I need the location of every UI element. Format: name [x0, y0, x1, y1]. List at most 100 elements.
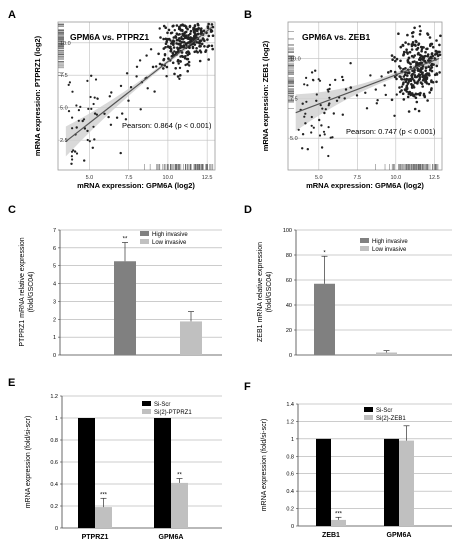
data-point	[162, 47, 166, 50]
data-point	[175, 38, 179, 42]
bars	[314, 283, 397, 355]
y-tick-label: 5.0	[60, 106, 68, 112]
y-tick-labels: 0 0.2 0.4 0.6 0.8 1 1.2	[50, 394, 58, 532]
data-point	[194, 33, 198, 37]
data-point	[405, 84, 409, 88]
y-tick-label: 1.2	[286, 419, 294, 425]
y-tick-label: 0.8	[286, 454, 294, 460]
chart-title: GPM6A vs. PTPRZ1	[70, 32, 149, 42]
y-tick-label: 0	[55, 526, 58, 532]
y-tick-label: 10.0	[60, 41, 71, 47]
data-point	[423, 74, 426, 77]
data-point	[162, 67, 165, 70]
data-point	[317, 78, 320, 81]
data-point	[349, 62, 352, 65]
data-point	[424, 79, 427, 82]
data-point	[435, 52, 439, 56]
data-point	[171, 25, 174, 28]
data-point	[206, 45, 209, 48]
category-labels: ZEB1 GPM6A	[322, 532, 411, 539]
data-point	[405, 77, 409, 81]
legend-label: Low invasive	[372, 247, 407, 253]
data-point	[403, 73, 407, 77]
data-point	[162, 37, 165, 41]
data-point	[184, 36, 187, 39]
legend: Si-Scr Si(2)-PTPRZ1	[142, 401, 192, 416]
data-point	[68, 81, 71, 84]
data-point	[96, 97, 99, 100]
data-point	[416, 46, 420, 50]
significance-marks: ***	[335, 511, 343, 517]
data-point	[207, 22, 210, 26]
data-point	[394, 59, 397, 63]
data-point	[303, 83, 306, 86]
data-point	[169, 45, 172, 49]
data-point	[435, 64, 439, 68]
data-point	[129, 86, 133, 89]
y-tick-label: 2.5	[60, 138, 68, 144]
data-point	[164, 37, 168, 41]
data-point	[177, 33, 180, 36]
data-point	[171, 61, 175, 65]
y-tick-label: 0.2	[286, 507, 294, 513]
data-point	[155, 65, 158, 68]
data-point	[173, 72, 176, 76]
data-point	[92, 102, 95, 106]
data-point	[207, 58, 210, 61]
data-point	[411, 77, 414, 81]
data-points	[67, 22, 215, 165]
data-point	[170, 41, 174, 45]
data-point	[407, 81, 410, 84]
data-point	[157, 52, 160, 56]
data-point	[203, 45, 206, 48]
data-point	[314, 69, 317, 72]
data-point	[146, 87, 149, 90]
y-tick-label: 0.6	[50, 460, 58, 466]
data-point	[91, 146, 95, 149]
data-point	[193, 25, 197, 28]
data-point	[176, 75, 180, 78]
y-axis-label: mRNA expression (fold/si-scr)	[261, 419, 268, 512]
data-point	[412, 93, 416, 97]
data-point	[73, 150, 77, 153]
data-point	[93, 138, 96, 141]
data-point	[204, 49, 208, 52]
data-point	[67, 83, 70, 86]
legend-swatch	[140, 239, 149, 244]
category-label: GPM6A	[387, 532, 412, 539]
data-point	[166, 31, 169, 35]
y-tick-label: 6	[53, 246, 56, 252]
data-point	[151, 65, 155, 69]
panel-letter-c: C	[8, 204, 16, 216]
y-tick-label: 80	[286, 253, 292, 259]
data-point	[199, 28, 203, 32]
data-point	[179, 42, 182, 46]
data-point	[182, 34, 186, 37]
data-point	[323, 111, 326, 115]
data-point	[376, 99, 379, 102]
data-point	[70, 155, 73, 158]
data-point	[321, 107, 324, 110]
y-tick-label: 4	[53, 282, 56, 288]
category-label: PTPRZ1	[82, 534, 109, 541]
data-point	[90, 74, 93, 78]
data-point	[320, 124, 323, 127]
data-point	[178, 77, 181, 81]
data-point	[171, 52, 175, 55]
legend-label: Low invasive	[152, 240, 187, 246]
data-point	[172, 46, 176, 49]
y-axis-label: PTPRZ1 mRNA relative expression (fold/GSC…	[19, 237, 35, 346]
y-axis-label: mRNA expression (fold/si-scr)	[25, 416, 32, 509]
x-tick-label: 7.5	[353, 175, 361, 181]
data-point	[177, 42, 180, 46]
data-point	[407, 110, 411, 113]
data-point	[420, 48, 424, 51]
data-point	[172, 54, 175, 57]
bar	[399, 440, 414, 526]
data-point	[174, 67, 177, 70]
data-point	[171, 31, 174, 34]
data-point	[107, 115, 110, 119]
data-point	[393, 56, 396, 59]
data-point	[180, 37, 183, 41]
